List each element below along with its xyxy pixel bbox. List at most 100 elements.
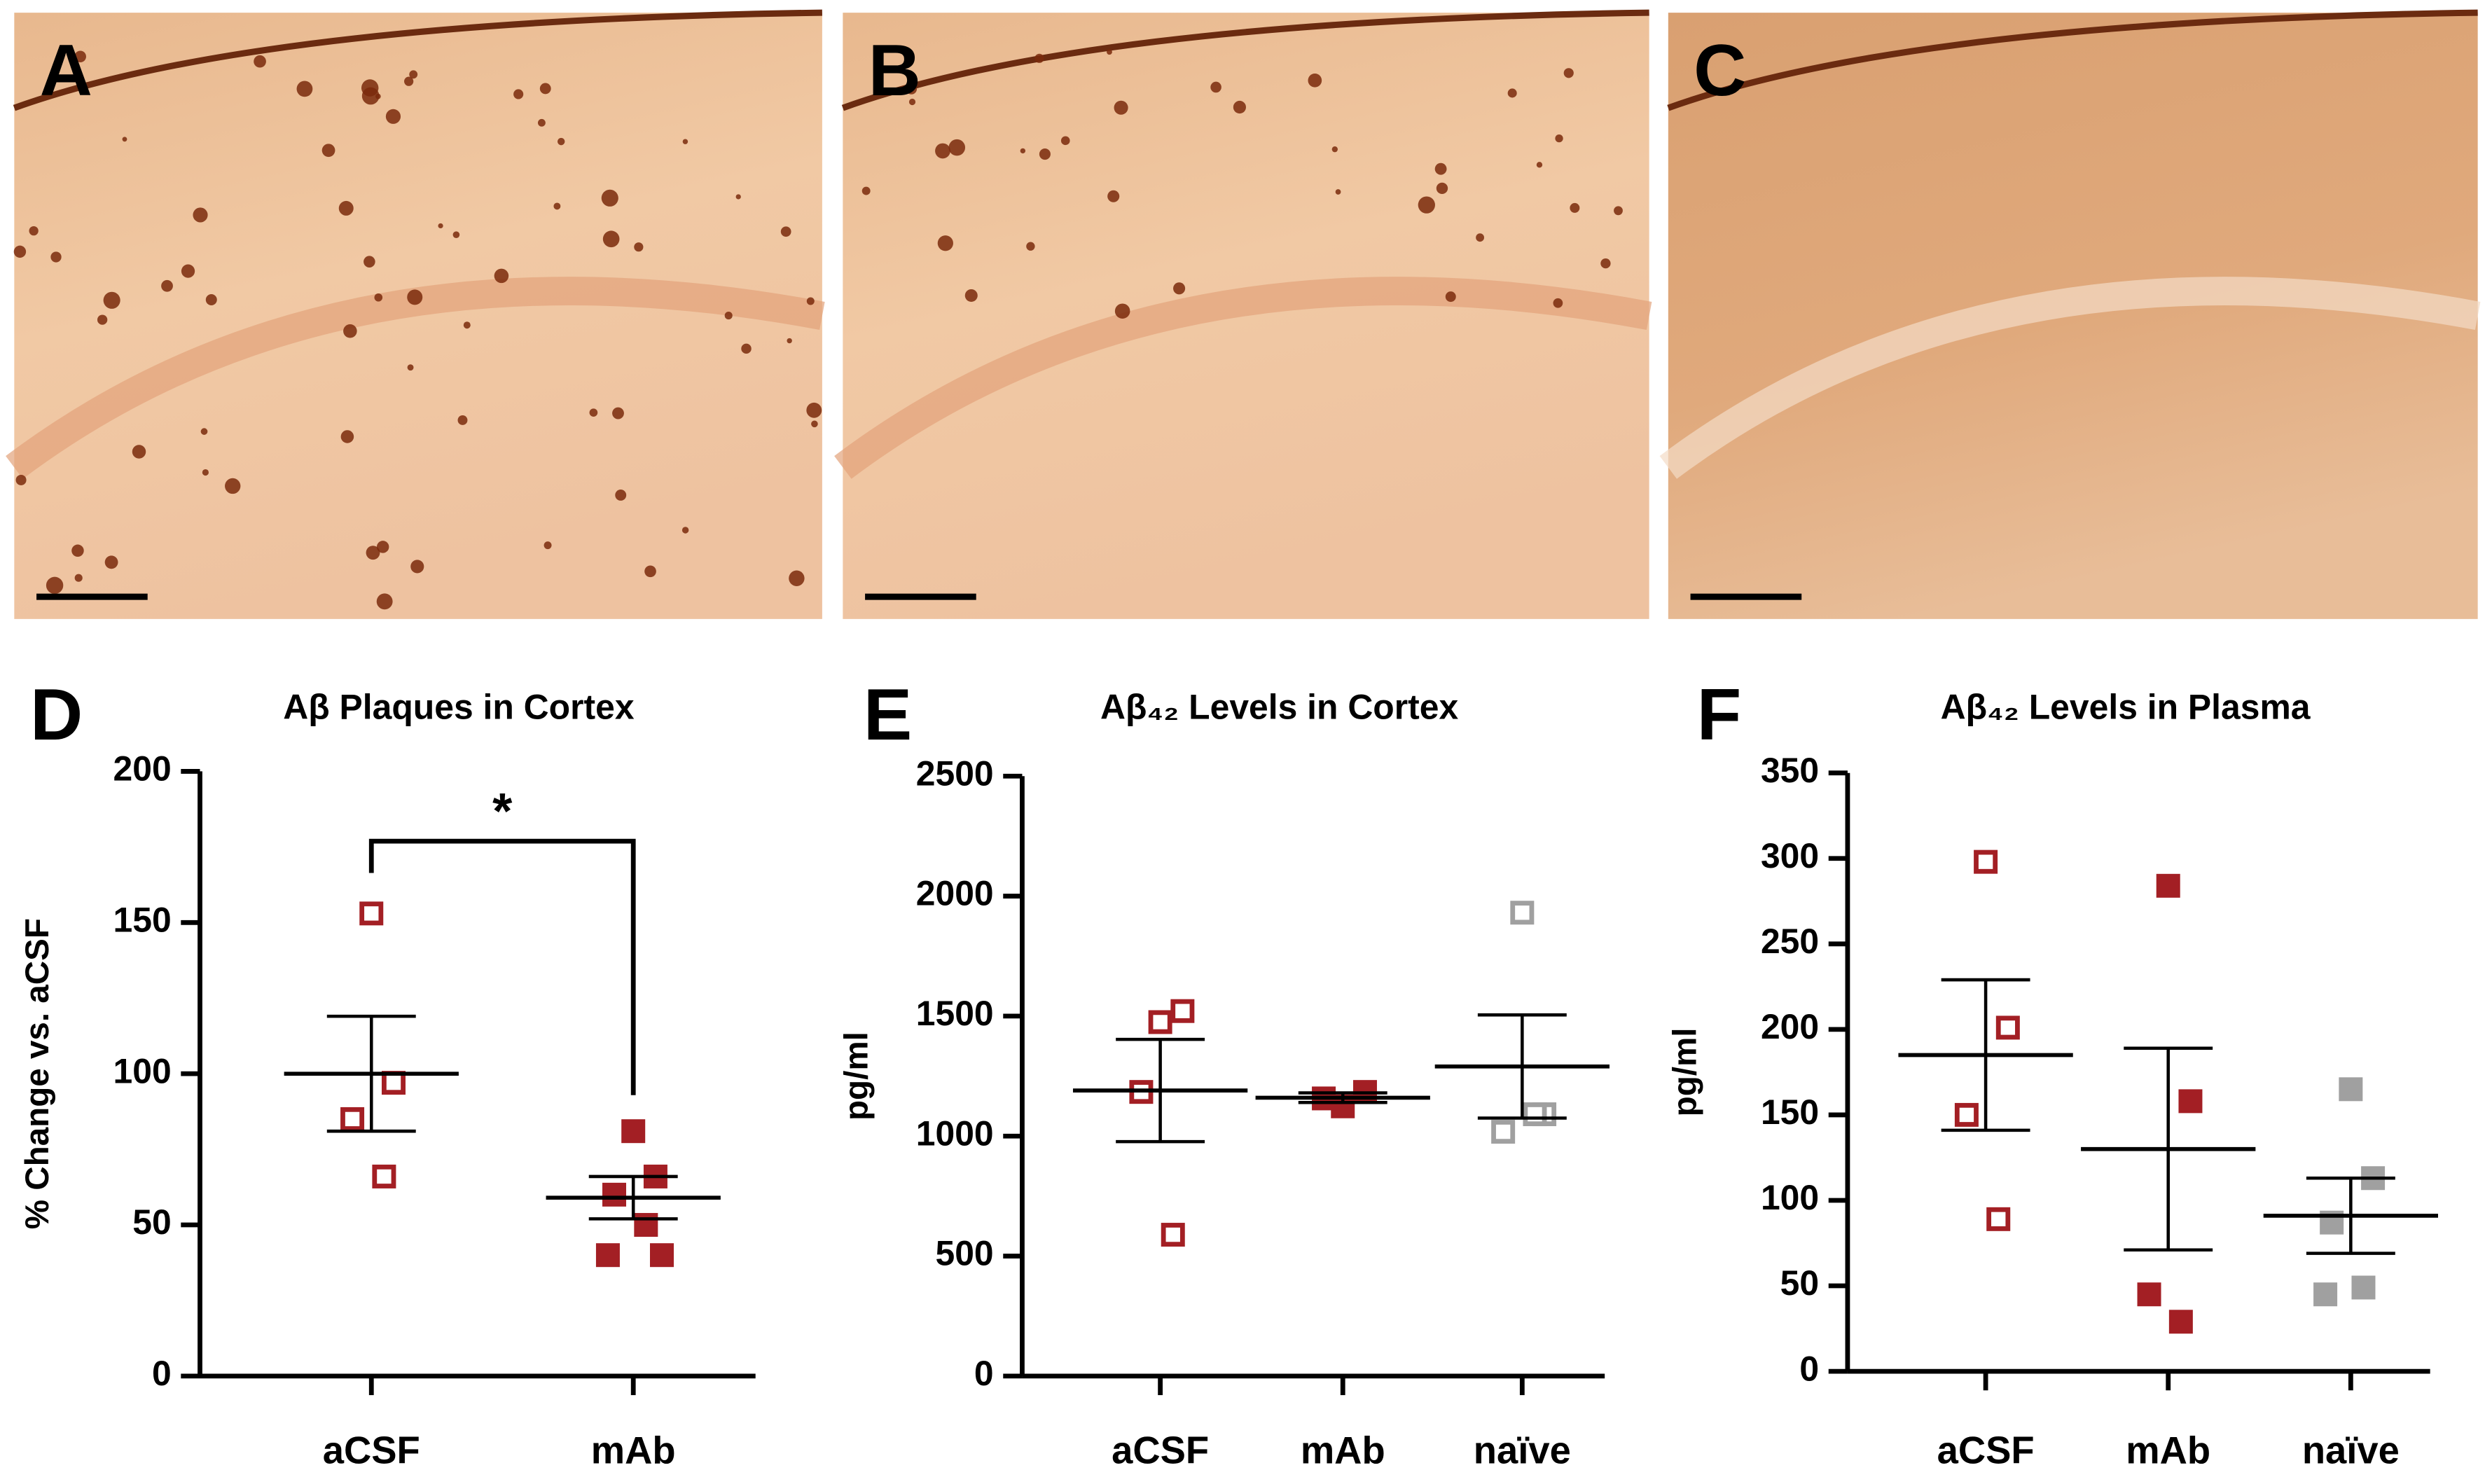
plaque: [338, 200, 354, 216]
hippocampus-band: [1659, 277, 2481, 479]
plaque: [1553, 298, 1563, 308]
plaque: [361, 79, 379, 97]
plaque: [1114, 303, 1130, 319]
data-point: [2178, 1089, 2203, 1114]
plaque: [780, 226, 791, 237]
plaque: [50, 251, 62, 263]
hippocampus-band: [834, 277, 1652, 479]
plaque: [161, 279, 173, 292]
data-point: [340, 1107, 365, 1131]
data-point: [2156, 873, 2180, 898]
plaque: [205, 293, 217, 305]
plaque: [1331, 146, 1338, 153]
plaque: [1107, 49, 1112, 55]
plaque: [376, 541, 389, 553]
plaque: [200, 428, 208, 435]
panel-label: E: [864, 674, 913, 756]
y-axis-label: pg/ml: [838, 1032, 875, 1121]
significance-label: *: [492, 783, 513, 840]
data-point: [1523, 1102, 1547, 1127]
plaque: [74, 574, 83, 582]
plaque: [1418, 196, 1435, 214]
plaque: [908, 98, 916, 106]
data-point: [1161, 1223, 1185, 1247]
x-tick-label: aCSF: [1112, 1429, 1209, 1472]
plaque: [463, 321, 471, 329]
plaque: [724, 312, 733, 320]
y-tick-label: 150: [113, 900, 172, 939]
plaque: [1233, 100, 1246, 114]
plaque: [374, 293, 383, 302]
plaque: [15, 474, 27, 485]
plaque: [1614, 206, 1623, 216]
x-tick-label: aCSF: [1937, 1429, 2035, 1472]
y-tick-label: 0: [974, 1354, 994, 1393]
chart-title: Aβ₄₂ Levels in Cortex: [1100, 688, 1458, 727]
plaque: [225, 478, 241, 494]
hippocampus-band: [6, 277, 825, 479]
plaque: [557, 137, 565, 146]
plaque: [681, 527, 689, 534]
cortex-edge: [841, 9, 1649, 111]
plaque: [77, 80, 85, 88]
plaque: [741, 343, 752, 354]
plaque: [1434, 162, 1447, 175]
data-point: [1986, 1207, 2011, 1231]
plaque: [1335, 189, 1341, 195]
plaque: [937, 235, 953, 251]
panel-label: F: [1697, 674, 1742, 756]
plaque: [97, 314, 108, 325]
significance-bracket: [368, 838, 636, 1095]
plaque: [544, 541, 552, 550]
plaque: [1445, 291, 1456, 303]
y-tick-label: 1500: [916, 994, 994, 1033]
plaque: [132, 445, 146, 459]
x-tick-label: mAb: [1301, 1429, 1385, 1472]
cortex-edge: [13, 9, 822, 111]
plaque: [1026, 242, 1035, 251]
plaque: [735, 194, 741, 200]
data-point: [650, 1243, 674, 1268]
plaque: [964, 289, 978, 302]
plaque: [343, 324, 357, 338]
plaque: [513, 89, 524, 99]
y-tick-label: 500: [935, 1234, 993, 1273]
plaque: [811, 420, 818, 428]
y-tick-label: 300: [1761, 836, 1819, 875]
plaque: [404, 76, 414, 86]
data-point: [1974, 850, 1998, 874]
plaque: [787, 338, 792, 344]
y-tick-label: 250: [1761, 922, 1819, 961]
plaque: [1476, 233, 1484, 242]
y-tick-label: 0: [1799, 1349, 1819, 1388]
y-tick-label: 200: [113, 749, 172, 789]
plaque: [682, 139, 688, 144]
plaque: [612, 407, 624, 419]
y-tick-label: 150: [1761, 1093, 1819, 1132]
plaque: [71, 544, 84, 557]
micrograph: A: [6, 9, 825, 619]
plaque: [296, 81, 313, 97]
y-tick-label: 100: [113, 1051, 172, 1090]
data-point: [634, 1213, 658, 1237]
plaque: [1173, 282, 1186, 295]
data-point: [2351, 1275, 2376, 1300]
data-point: [2313, 1282, 2338, 1307]
x-tick-label: mAb: [2126, 1429, 2210, 1472]
x-tick-label: aCSF: [323, 1429, 420, 1472]
plaque: [457, 415, 468, 425]
y-tick-label: 0: [152, 1354, 172, 1393]
plaque: [104, 555, 118, 569]
data-point: [2168, 1310, 2193, 1334]
x-tick-label: naïve: [1474, 1429, 1571, 1472]
plaque: [644, 565, 656, 578]
y-tick-label: 200: [1761, 1007, 1819, 1046]
panel-label: B: [868, 30, 921, 111]
plaque: [122, 137, 127, 142]
plaque: [202, 469, 209, 476]
plaque: [1210, 81, 1221, 93]
panel-label: A: [40, 30, 92, 111]
plaque: [615, 490, 627, 501]
data-point: [621, 1119, 646, 1144]
panel-label: C: [1694, 30, 1746, 111]
